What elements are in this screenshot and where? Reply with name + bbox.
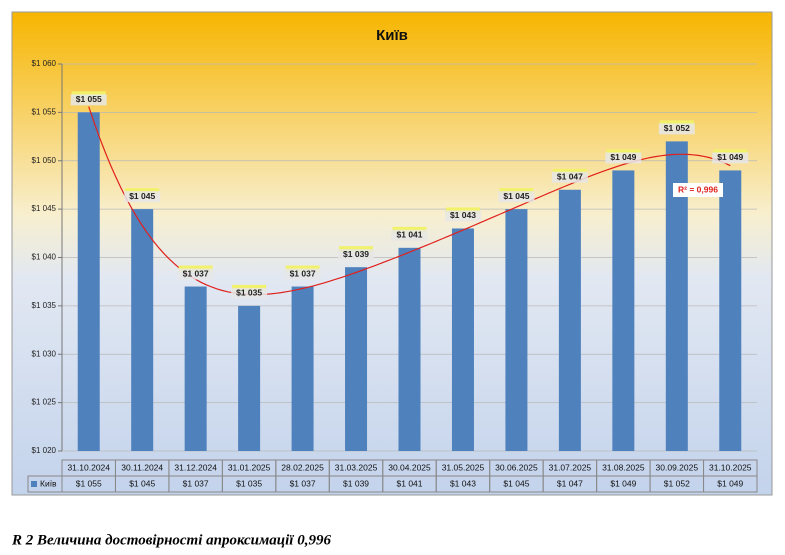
value-label-box	[124, 191, 161, 203]
bar	[238, 305, 261, 451]
bar	[719, 170, 742, 452]
value-label: $1 037	[290, 268, 316, 278]
x-tick-label: 31.01.2025	[228, 462, 271, 472]
table-value: $1 052	[664, 478, 690, 488]
table-value: $1 041	[397, 478, 423, 488]
table-value: $1 043	[450, 478, 476, 488]
bar	[131, 209, 154, 451]
table-value: $1 047	[557, 478, 583, 488]
legend-label: Київ	[40, 478, 57, 488]
table-value: $1 039	[343, 478, 369, 488]
bar	[77, 112, 100, 451]
y-tick-label: $1 050	[32, 156, 57, 165]
x-tick-label: 31.08.2025	[602, 462, 645, 472]
y-tick-label: $1 040	[32, 253, 57, 262]
bar	[345, 267, 368, 451]
table-value: $1 049	[610, 478, 636, 488]
table-value: $1 055	[76, 478, 102, 488]
value-label-box	[498, 191, 535, 203]
trendline-label: R² = 0,996	[678, 184, 718, 194]
value-label: $1 043	[450, 210, 476, 220]
value-label: $1 039	[343, 249, 369, 259]
y-tick-label: $1 020	[32, 446, 57, 455]
table-cell	[703, 475, 758, 493]
value-label: $1 041	[397, 230, 423, 240]
chart-title: Київ	[376, 27, 408, 44]
bar	[184, 286, 207, 451]
x-tick-label: 31.10.2024	[67, 462, 110, 472]
value-label-box	[658, 123, 695, 135]
table-value: $1 035	[236, 478, 262, 488]
bar	[398, 247, 421, 451]
legend-key	[31, 481, 37, 487]
value-label: $1 052	[664, 123, 690, 133]
caption: R 2 Величина достовірності апроксимації …	[11, 532, 331, 548]
x-tick-label: 30.04.2025	[388, 462, 431, 472]
y-tick-label: $1 030	[32, 349, 57, 358]
y-tick-label: $1 035	[32, 301, 57, 310]
value-label-box	[338, 249, 375, 261]
table-value: $1 045	[503, 478, 529, 488]
value-label-box	[712, 152, 749, 164]
bar	[451, 228, 474, 451]
y-tick-label: $1 045	[32, 204, 57, 213]
x-tick-label: 31.10.2025	[709, 462, 752, 472]
table-value: $1 037	[183, 478, 209, 488]
x-tick-label: 31.05.2025	[442, 462, 485, 472]
trendline-label-box	[673, 183, 723, 197]
x-tick-label: 28.02.2025	[281, 462, 324, 472]
x-tick-label: 30.09.2025	[656, 462, 699, 472]
value-label-box	[551, 171, 588, 183]
value-label: $1 047	[557, 172, 583, 182]
table-value: $1 037	[290, 478, 316, 488]
bar	[665, 141, 688, 451]
chart-area	[11, 11, 773, 496]
bar	[291, 286, 314, 451]
value-label: $1 049	[610, 152, 636, 162]
y-tick-label: $1 060	[32, 59, 57, 68]
value-label-box	[70, 94, 107, 106]
bar	[505, 209, 528, 451]
value-label: $1 037	[183, 268, 209, 278]
value-label-box	[231, 287, 268, 299]
value-label: $1 035	[236, 288, 262, 298]
value-label-box	[444, 210, 481, 222]
x-tick-label: 31.12.2024	[174, 462, 217, 472]
value-label: $1 045	[503, 191, 529, 201]
table-value: $1 049	[717, 478, 743, 488]
x-tick-label: 31.07.2025	[549, 462, 592, 472]
bar	[612, 170, 635, 452]
x-tick-label: 30.11.2024	[121, 462, 163, 472]
value-label: $1 045	[129, 191, 155, 201]
y-tick-label: $1 055	[32, 107, 57, 116]
value-label-box	[177, 268, 214, 280]
value-label-box	[391, 229, 428, 241]
bar	[558, 189, 581, 451]
value-label-box	[284, 268, 321, 280]
x-tick-label: 31.03.2025	[335, 462, 378, 472]
table-value: $1 045	[129, 478, 155, 488]
value-label: $1 049	[717, 152, 743, 162]
value-label-box	[605, 152, 642, 164]
value-label: $1 055	[76, 94, 102, 104]
y-tick-label: $1 025	[32, 398, 57, 407]
x-tick-label: 30.06.2025	[495, 462, 538, 472]
